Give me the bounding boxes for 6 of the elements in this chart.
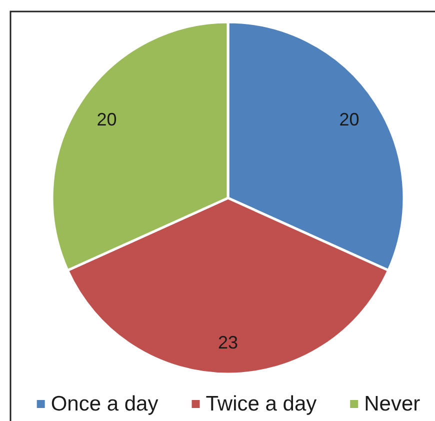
data-label: 23 xyxy=(218,332,238,352)
data-label: 20 xyxy=(339,110,360,130)
legend-label: Once a day xyxy=(50,392,159,416)
legend-label: Twice a day xyxy=(206,392,318,416)
data-label: 20 xyxy=(96,110,117,130)
legend-label: Never xyxy=(364,392,420,416)
